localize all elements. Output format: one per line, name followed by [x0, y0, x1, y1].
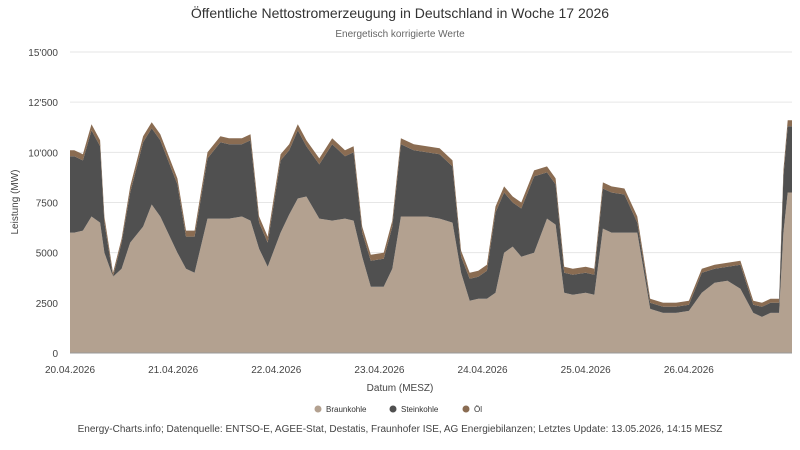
- legend-label: Braunkohle: [326, 405, 367, 414]
- legend-item[interactable]: Steinkohle: [389, 405, 439, 414]
- y-axis: 0 2500 5000 7500 10'000 12'500 15'000: [28, 48, 58, 360]
- x-axis-title: Datum (MESZ): [367, 383, 434, 394]
- y-tick-label: 2500: [36, 299, 59, 310]
- legend-label: Öl: [474, 405, 482, 414]
- y-tick-label: 5000: [36, 249, 59, 260]
- x-tick-label: 21.04.2026: [148, 365, 198, 376]
- legend-marker: [389, 405, 397, 413]
- legend: Braunkohle Steinkohle Öl: [314, 405, 483, 414]
- y-axis-title: Leistung (MW): [10, 169, 21, 234]
- y-tick-label: 0: [52, 349, 58, 360]
- legend-marker: [314, 405, 322, 413]
- series-area-steinkohle[interactable]: [70, 126, 792, 317]
- legend-label: Steinkohle: [401, 405, 439, 414]
- x-tick-label: 23.04.2026: [354, 365, 404, 376]
- x-axis: 20.04.2026 21.04.2026 22.04.2026 23.04.2026…: [45, 365, 714, 376]
- x-tick-label: 22.04.2026: [251, 365, 301, 376]
- x-tick-label: 25.04.2026: [561, 365, 611, 376]
- legend-item[interactable]: Öl: [462, 405, 483, 414]
- plot-area: [70, 120, 792, 354]
- legend-marker: [462, 405, 470, 413]
- x-tick-label: 26.04.2026: [664, 365, 714, 376]
- series-area-braunkohle[interactable]: [70, 192, 792, 354]
- source-note: Energy-Charts.info; Datenquelle: ENTSO-E…: [78, 424, 723, 435]
- x-tick-label: 24.04.2026: [458, 365, 508, 376]
- y-tick-label: 15'000: [28, 48, 58, 59]
- y-tick-label: 7500: [36, 199, 59, 210]
- x-tick-label: 20.04.2026: [45, 365, 95, 376]
- y-tick-label: 12'500: [28, 98, 58, 109]
- y-tick-label: 10'000: [28, 148, 58, 159]
- chart-subtitle: Energetisch korrigierte Werte: [335, 29, 465, 40]
- chart-title: Öffentliche Nettostromerzeugung in Deuts…: [191, 4, 609, 21]
- legend-item[interactable]: Braunkohle: [314, 405, 368, 414]
